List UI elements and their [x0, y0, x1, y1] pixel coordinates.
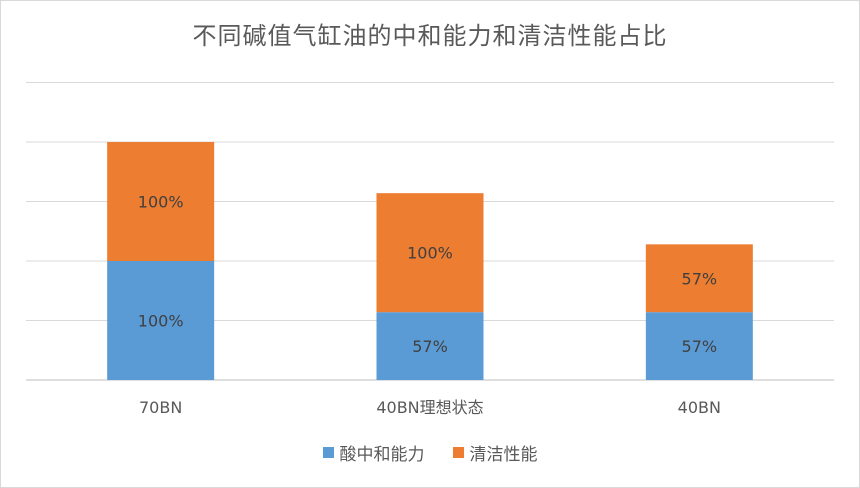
x-tick-label: 70BN [139, 398, 182, 417]
bar-segment-cleaning-performance [645, 244, 753, 313]
data-label: 57% [412, 337, 448, 356]
data-label: 57% [682, 269, 718, 288]
bar-segment-acid-neutralization [645, 312, 753, 380]
data-label: 57% [682, 337, 718, 356]
bar-segment-acid-neutralization [107, 261, 215, 380]
legend-swatch-cleaning-performance [452, 447, 464, 458]
bar-segment-cleaning-performance [107, 142, 215, 261]
data-label: 100% [138, 312, 184, 331]
legend: 酸中和能力 清洁性能 [0, 440, 860, 465]
data-label: 100% [407, 244, 453, 263]
legend-label-acid-neutralization: 酸中和能力 [339, 445, 425, 465]
bar-segment-cleaning-performance [376, 193, 484, 313]
x-tick-label: 40BN理想状态 [376, 398, 483, 417]
chart-title: 不同碱值气缸油的中和能力和清洁性能占比 [192, 22, 668, 50]
legend-item-cleaning-performance: 清洁性能 [452, 440, 538, 465]
legend-swatch-acid-neutralization [322, 447, 334, 458]
x-tick-label: 40BN [678, 398, 721, 417]
data-label: 100% [138, 193, 184, 212]
bar-segment-acid-neutralization [376, 312, 484, 380]
legend-label-cleaning-performance: 清洁性能 [469, 445, 538, 465]
legend-item-acid-neutralization: 酸中和能力 [322, 440, 425, 465]
